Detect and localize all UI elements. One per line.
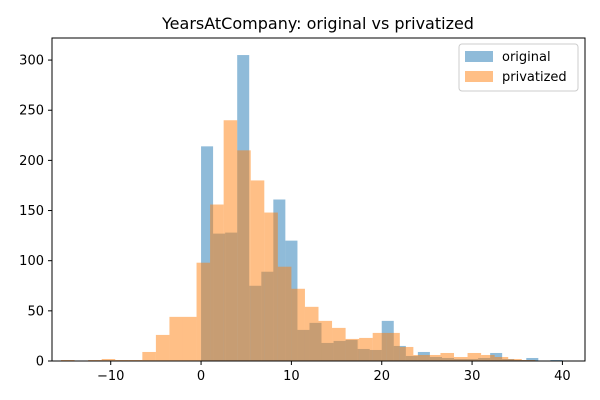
legend: original privatized xyxy=(458,43,579,92)
y-tick-label: 100 xyxy=(19,254,44,269)
bar-privatized-31 xyxy=(481,354,495,361)
bar-privatized-21 xyxy=(345,338,360,361)
y-tick-label: 250 xyxy=(19,104,44,119)
bar-privatized-23 xyxy=(372,332,387,361)
bar-privatized-20 xyxy=(332,327,346,361)
bar-privatized-10 xyxy=(196,262,211,361)
bar-privatized-7 xyxy=(155,334,170,361)
bar-privatized-26 xyxy=(413,354,427,361)
x-tick-label: 20 xyxy=(373,369,390,384)
bar-privatized-14 xyxy=(250,180,265,361)
bar-privatized-15 xyxy=(264,212,278,361)
bar-privatized-18 xyxy=(304,306,319,361)
axes-group: −10 0 10 20 30 40 0 50 100 150 200 250 300 xyxy=(19,37,586,384)
y-tick-label: 0 xyxy=(36,355,44,370)
bar-privatized-28 xyxy=(440,352,455,361)
x-tick-label: 30 xyxy=(464,369,481,384)
x-tick-label: 40 xyxy=(554,369,571,384)
bar-privatized-33 xyxy=(508,358,522,361)
bar-original-27 xyxy=(526,357,539,361)
bar-privatized-19 xyxy=(318,320,333,361)
bar-privatized-13 xyxy=(237,150,251,361)
x-tick-label: 0 xyxy=(197,369,205,384)
bar-privatized-9 xyxy=(182,316,197,361)
bar-privatized-17 xyxy=(291,288,305,361)
bar-privatized-32 xyxy=(494,356,509,361)
legend-swatch-privatized xyxy=(465,71,493,82)
chart-title: YearsAtCompany: original vs privatized xyxy=(161,14,474,33)
bar-privatized-29 xyxy=(454,356,468,361)
bar-privatized-22 xyxy=(359,337,373,361)
y-tick-label: 150 xyxy=(19,204,44,219)
bar-privatized-6 xyxy=(142,351,156,361)
legend-swatch-original xyxy=(465,51,493,62)
x-tick-label: −10 xyxy=(97,369,124,384)
x-tick-label: 10 xyxy=(283,369,300,384)
bars-group xyxy=(61,55,563,362)
y-tick-label: 200 xyxy=(19,154,44,169)
bar-privatized-8 xyxy=(169,316,183,361)
bar-privatized-11 xyxy=(210,204,224,361)
bar-privatized-30 xyxy=(467,352,482,361)
bar-privatized-25 xyxy=(399,346,414,361)
legend-label-privatized: privatized xyxy=(502,70,567,85)
plot-frame xyxy=(51,37,586,362)
bar-privatized-27 xyxy=(426,354,441,361)
bar-privatized-3 xyxy=(101,358,116,361)
bar-privatized-24 xyxy=(386,332,400,361)
y-tick-label: 300 xyxy=(19,54,44,69)
bar-privatized-16 xyxy=(277,266,292,361)
bar-privatized-12 xyxy=(223,120,238,361)
y-tick-label: 50 xyxy=(27,304,44,319)
legend-label-original: original xyxy=(502,50,551,65)
